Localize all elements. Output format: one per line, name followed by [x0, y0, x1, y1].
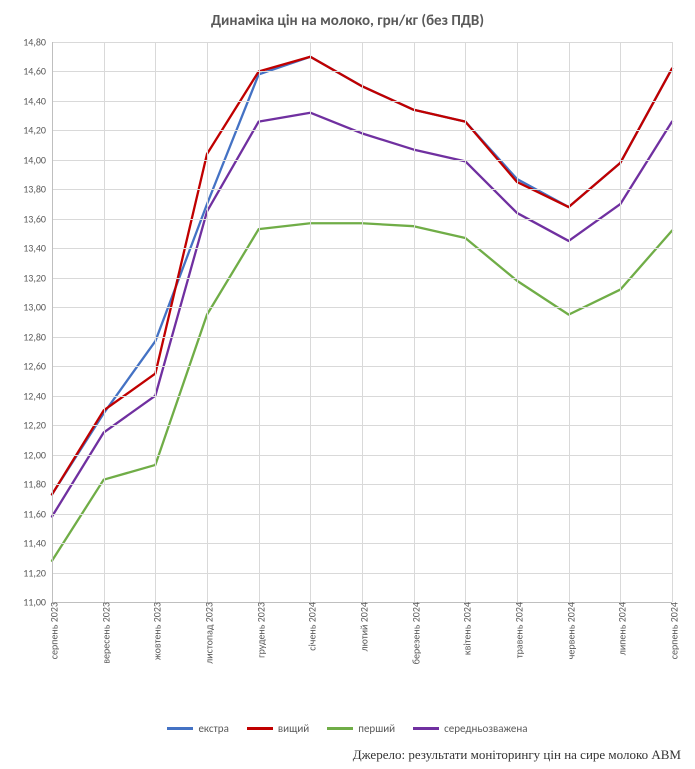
x-tick-label: березень 2024: [405, 602, 422, 664]
y-tick-label: 11,60: [23, 507, 52, 520]
x-tick-label: січень 2024: [302, 602, 319, 651]
y-tick-label: 12,40: [23, 389, 52, 402]
y-tick-label: 14,40: [23, 94, 52, 107]
y-tick-label: 12,00: [23, 448, 52, 461]
x-tick-label: вересень 2023: [95, 602, 112, 664]
grid-line-v: [517, 42, 518, 602]
x-tick-label: жовтень 2023: [147, 602, 164, 660]
y-tick-label: 13,20: [23, 271, 52, 284]
y-tick-label: 14,20: [23, 124, 52, 137]
grid-line-v: [104, 42, 105, 602]
legend-swatch: [247, 727, 273, 730]
x-tick-label: грудень 2023: [250, 602, 267, 658]
legend: екстра вищий перший середньозважена: [0, 722, 695, 735]
grid-line-v: [414, 42, 415, 602]
y-tick-label: 14,60: [23, 65, 52, 78]
x-tick-label: серпень 2023: [44, 602, 61, 659]
x-tick-label: серпень 2024: [664, 602, 681, 659]
y-tick-label: 11,40: [23, 537, 52, 550]
x-tick-label: травень 2024: [509, 602, 526, 658]
chart-container: Динаміка цін на молоко, грн/кг (без ПДВ)…: [0, 0, 695, 769]
legend-item: екстра: [167, 722, 228, 735]
y-tick-label: 14,80: [23, 36, 52, 49]
grid-line-v: [259, 42, 260, 602]
legend-item: перший: [327, 722, 395, 735]
y-tick-label: 13,80: [23, 183, 52, 196]
source-text: Джерело: результати моніторингу цін на с…: [353, 747, 681, 763]
legend-swatch: [413, 727, 439, 730]
x-tick-label: квітень 2024: [457, 602, 474, 655]
legend-item: середньозважена: [413, 722, 527, 735]
legend-label: екстра: [198, 722, 228, 735]
y-tick-label: 13,60: [23, 212, 52, 225]
grid-line-v: [569, 42, 570, 602]
legend-swatch: [327, 727, 353, 730]
x-tick-label: червень 2024: [560, 602, 577, 659]
legend-swatch: [167, 727, 193, 730]
grid-line-v: [465, 42, 466, 602]
x-tick-label: листопад 2023: [199, 602, 216, 664]
legend-item: вищий: [247, 722, 309, 735]
y-tick-label: 11,20: [23, 566, 52, 579]
y-tick-label: 12,60: [23, 360, 52, 373]
grid-line-v: [362, 42, 363, 602]
chart-title: Динаміка цін на молоко, грн/кг (без ПДВ): [0, 12, 695, 30]
legend-label: середньозважена: [444, 722, 527, 735]
y-tick-label: 13,40: [23, 242, 52, 255]
grid-line-v: [672, 42, 673, 602]
legend-label: вищий: [278, 722, 309, 735]
x-tick-label: лютий 2024: [354, 602, 371, 651]
y-tick-label: 13,00: [23, 301, 52, 314]
y-tick-label: 11,80: [23, 478, 52, 491]
y-tick-label: 12,20: [23, 419, 52, 432]
grid-line-v: [207, 42, 208, 602]
grid-line-v: [620, 42, 621, 602]
grid-line-v: [310, 42, 311, 602]
y-tick-label: 12,80: [23, 330, 52, 343]
y-tick-label: 14,00: [23, 153, 52, 166]
grid-line-v: [155, 42, 156, 602]
legend-label: перший: [358, 722, 395, 735]
grid-line-v: [52, 42, 53, 602]
x-tick-label: липень 2024: [612, 602, 629, 655]
plot-area: 11,0011,2011,4011,6011,8012,0012,2012,40…: [52, 42, 672, 602]
